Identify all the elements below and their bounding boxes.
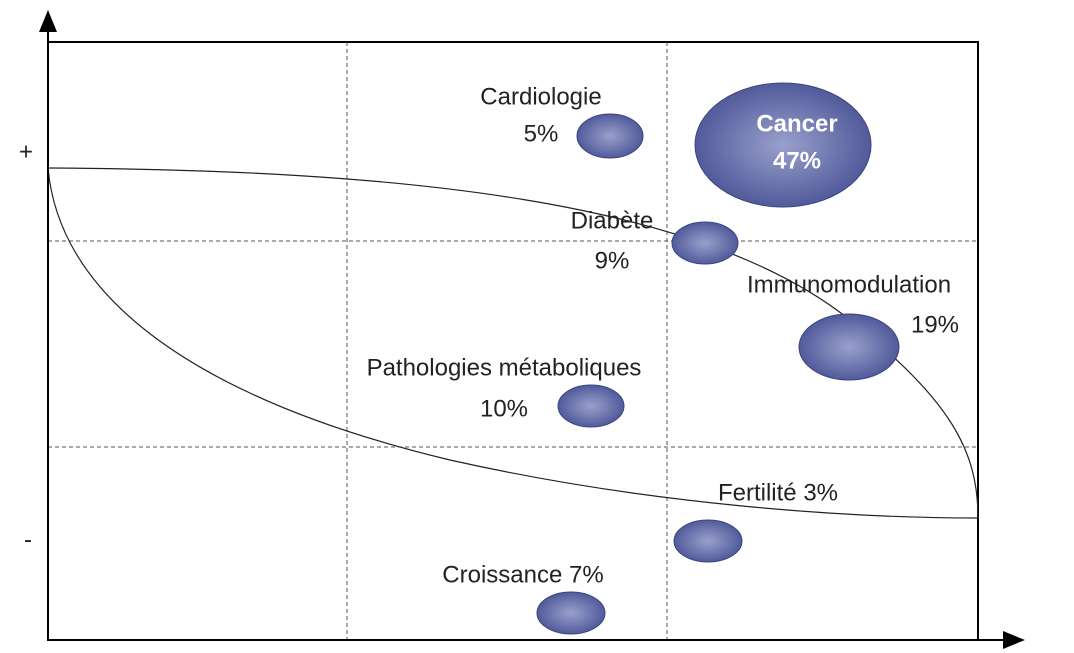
bubble-label: 19%	[911, 311, 959, 338]
bubble	[536, 591, 606, 635]
curve	[47, 167, 979, 519]
arrow	[39, 10, 57, 32]
arrow	[1003, 631, 1025, 649]
axis-label: +	[19, 138, 33, 165]
bubble	[694, 82, 872, 208]
bubble	[671, 221, 739, 265]
bubble	[576, 113, 644, 159]
axis-label: -	[24, 526, 32, 553]
curve	[47, 167, 979, 519]
bubble	[798, 313, 900, 381]
bubble	[673, 519, 743, 563]
bubble-label: Pathologies métaboliques	[367, 354, 642, 381]
bubble-label: Cancer	[756, 110, 837, 137]
bubble-label: Immunomodulation	[747, 271, 951, 298]
bubble-label: Fertilité 3%	[718, 479, 838, 506]
bubble-label: Diabète	[571, 207, 654, 234]
bubble-label: Croissance 7%	[442, 561, 603, 588]
bubble	[557, 384, 625, 428]
grid	[48, 42, 978, 640]
bubble-label: 47%	[773, 147, 821, 174]
bubble-label: 10%	[480, 395, 528, 422]
bubble-label: Cardiologie	[480, 83, 601, 110]
bubble-label: 9%	[595, 247, 630, 274]
bubble-label: 5%	[524, 120, 559, 147]
